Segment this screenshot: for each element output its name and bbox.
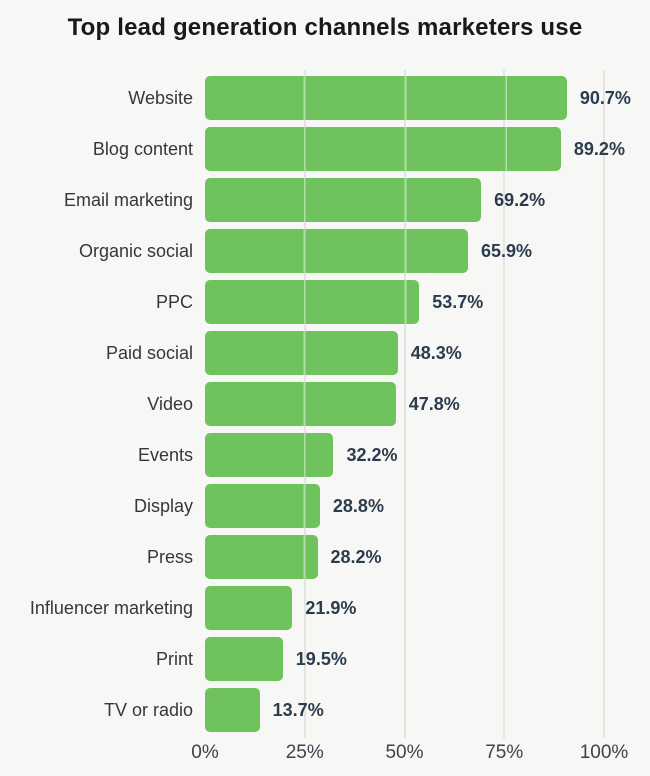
category-label: Press [146,547,193,567]
chart-title: Top lead generation channels marketers u… [67,14,583,41]
bar-row: Email marketing 69.2% [0,175,650,226]
category-label: Email marketing [63,190,193,210]
category-label: Organic social [78,241,193,261]
bar-rows-container: Website 90.7% Blog content 89.2% Email marke… [0,73,650,736]
bar [205,688,260,732]
bar [205,127,561,171]
bar [205,484,320,528]
bar-row: Video 47.8% [0,379,650,430]
category-label: Display [133,496,193,516]
bar-row: TV or radio 13.7% [0,685,650,736]
bar [205,178,482,222]
bar [205,637,283,681]
value-label: 19.5% [295,649,347,669]
value-label: 89.2% [573,139,625,159]
gridline [603,70,605,738]
value-label: 47.8% [408,394,460,414]
bar [205,229,468,273]
bar-row: Paid social 48.3% [0,328,650,379]
bar [205,535,318,579]
category-label: Blog content [92,139,193,159]
bar-row: Press 28.2% [0,532,650,583]
bar-row: Website 90.7% [0,73,650,124]
category-label: Events [137,445,193,465]
category-label: Video [147,394,193,414]
value-label: 65.9% [480,241,532,261]
value-label: 21.9% [305,598,357,618]
category-label: Paid social [105,343,193,363]
bar-row: Organic social 65.9% [0,226,650,277]
x-tick-label: 100% [579,742,629,763]
bar [205,280,420,324]
value-label: 69.2% [494,190,546,210]
category-label: PPC [155,292,193,312]
bar [205,586,293,630]
bar-row: Influencer marketing 21.9% [0,583,650,634]
value-label: 90.7% [579,88,631,108]
x-tick-label: 25% [285,742,324,763]
value-label: 53.7% [432,292,484,312]
category-label: Website [128,88,193,108]
category-label: Print [155,649,193,669]
x-tick-label: 0% [191,742,219,763]
x-tick-label: 50% [385,742,424,763]
bar [205,433,334,477]
gridline [503,70,506,738]
bar [205,331,398,375]
bar [205,76,567,120]
value-label: 32.2% [346,445,398,465]
value-label: 28.8% [332,496,384,516]
category-label: Influencer marketing [29,598,193,618]
category-label: TV or radio [103,700,193,720]
bar-row: PPC 53.7% [0,277,650,328]
value-label: 48.3% [410,343,462,363]
gridline [403,70,406,738]
bar-row: Events 32.2% [0,430,650,481]
bar-row: Display 28.8% [0,481,650,532]
bar-row: Blog content 89.2% [0,124,650,175]
bar-row: Print 19.5% [0,634,650,685]
value-label: 28.2% [330,547,382,567]
x-tick-label: 75% [485,742,524,763]
bar [205,382,396,426]
value-label: 13.7% [272,700,324,720]
